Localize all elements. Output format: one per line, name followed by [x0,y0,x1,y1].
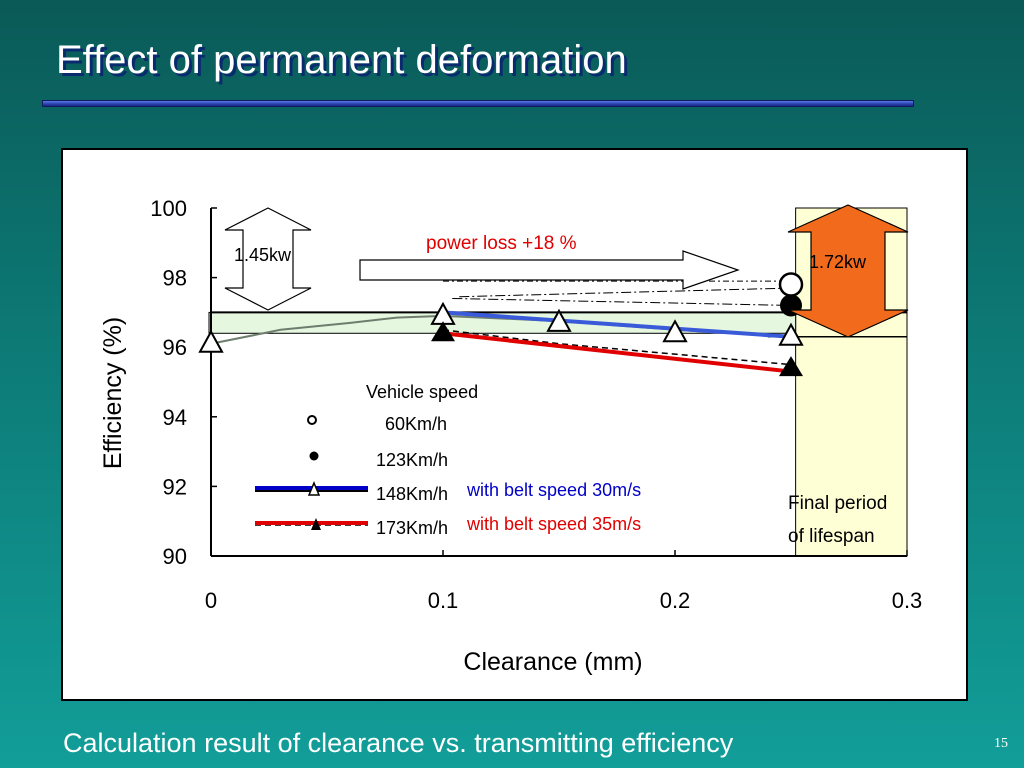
power-loss-arrow [359,250,740,290]
y-tick-label: 94 [163,405,187,430]
marker-148kmh [778,322,804,346]
y-axis-label: Efficiency (%) [99,317,127,469]
initial-loss-arrow [224,207,312,311]
legend: Vehicle speed 60Km/h 123Km/h 148Km/h wit… [255,382,641,538]
marker-173kmh [779,356,803,377]
x-tick-label: 0 [205,588,217,613]
final-loss-label: 1.72kw [809,252,867,272]
legend-entry-148: 148Km/h [376,484,448,504]
slide-caption: Calculation result of clearance vs. tran… [63,728,734,758]
slide-title: Effect of permanent deformation [56,38,627,82]
title-underline [42,100,914,107]
initial-loss-label: 1.45kw [234,245,292,265]
legend-marker-123 [309,451,319,461]
legend-entry-60: 60Km/h [385,414,447,434]
trend-line-belt-30 [442,310,792,339]
legend-marker-173 [311,518,321,530]
final-loss-arrow [787,204,909,338]
efficiency-chart: 0 0.1 0.2 0.3 90 92 94 96 98 100 power loss +18 … [99,196,922,676]
belt-35-label: with belt speed 35m/s [466,514,641,534]
chart-frame: 0 0.1 0.2 0.3 90 92 94 96 98 100 power loss +18 … [61,148,968,701]
y-tick-label: 92 [163,474,187,499]
slide-number: 15 [994,736,1008,751]
belt-30-label: with belt speed 30m/s [466,480,641,500]
x-tick-label: 0.3 [892,588,923,613]
y-axis-ticks: 90 92 94 96 98 100 [150,196,217,569]
marker-148kmh [198,329,224,353]
marker-173kmh [431,321,455,342]
marker-60kmh [778,272,804,297]
legend-entry-123: 123Km/h [376,450,448,470]
legend-title: Vehicle speed [366,382,478,402]
dashdot-line-60 [459,287,792,298]
marker-148kmh [662,319,688,343]
x-tick-label: 0.2 [660,588,691,613]
y-tick-label: 90 [163,544,187,569]
x-axis-ticks: 0 0.1 0.2 0.3 [205,550,922,613]
y-tick-label: 96 [163,335,187,360]
y-tick-label: 100 [150,196,187,221]
dashdot-line-123 [452,297,792,306]
x-axis-label: Clearance (mm) [463,648,642,676]
final-period-label-1: Final period [788,493,887,514]
y-tick-label: 98 [163,266,187,291]
power-loss-label: power loss +18 % [426,233,577,254]
final-period-label-2: of lifespan [788,526,875,547]
legend-marker-60 [307,415,318,425]
legend-marker-148 [307,481,321,496]
marker-148kmh [546,308,572,332]
legend-entry-173: 173Km/h [376,518,448,538]
dashed-curve-35 [442,329,792,366]
x-tick-label: 0.1 [428,588,459,613]
trend-line-belt-35 [442,331,792,374]
